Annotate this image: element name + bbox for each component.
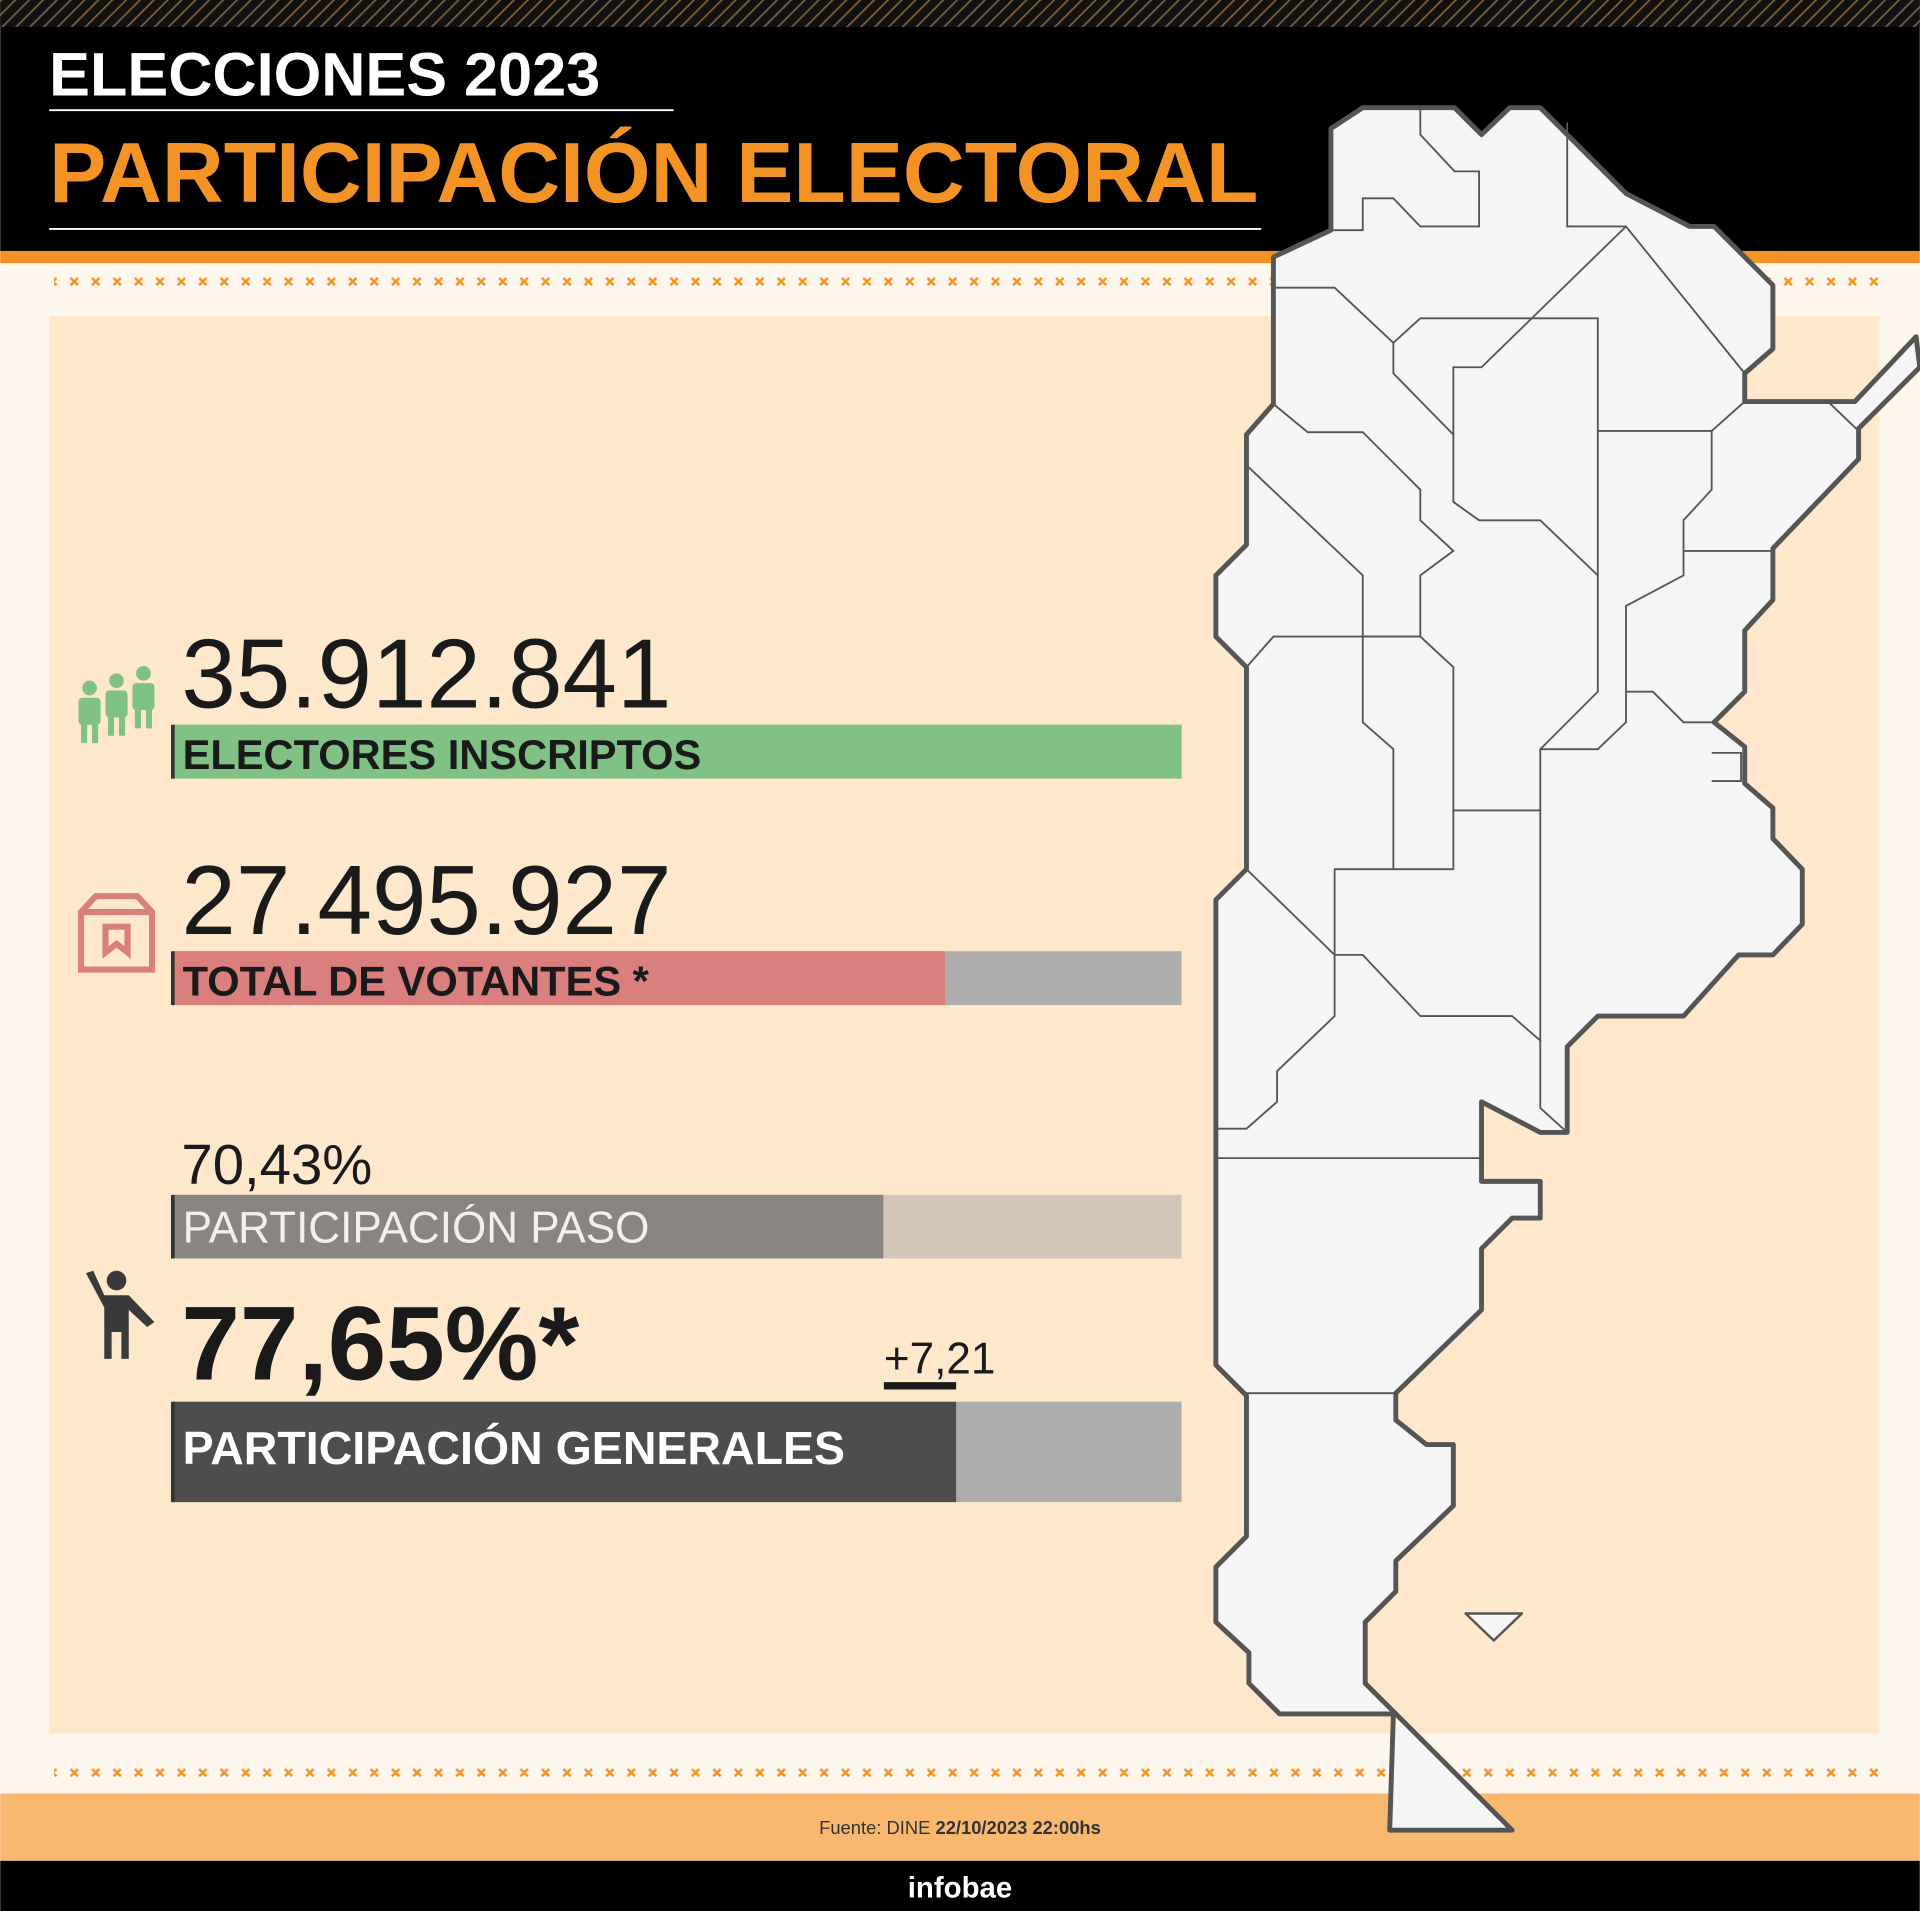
footer-band xyxy=(0,1793,1920,1861)
stat-title: ELECTORES INSCRIPTOS xyxy=(183,731,702,778)
stat-value: 77,65%* xyxy=(181,1286,579,1403)
ballot-box-icon xyxy=(77,893,156,973)
header-stripe xyxy=(0,0,1920,27)
change-underline xyxy=(883,1382,957,1390)
brand-band xyxy=(0,1860,1920,1911)
stat-value: 70,43% xyxy=(181,1133,372,1196)
stat-value: 35.912.841 xyxy=(181,619,671,729)
bar xyxy=(172,1401,957,1503)
stat-value: 27.495.927 xyxy=(181,845,671,955)
people-icon xyxy=(78,665,155,744)
title: PARTICIPACIÓN ELECTORAL xyxy=(49,125,1258,221)
stat-title: TOTAL DE VOTANTES * xyxy=(183,957,650,1004)
bar xyxy=(172,724,1182,779)
map xyxy=(1213,105,1920,1833)
stat-title: PARTICIPACIÓN GENERALES xyxy=(183,1422,845,1474)
bar xyxy=(172,1194,884,1259)
kicker: ELECCIONES 2023 xyxy=(49,40,600,108)
bar xyxy=(172,951,946,1006)
stat-title: PARTICIPACIÓN PASO xyxy=(183,1204,650,1253)
source-label: Fuente: DINE xyxy=(819,1817,930,1838)
brand: infobae xyxy=(908,1872,1012,1905)
change-label: +7,21 xyxy=(884,1335,996,1384)
cross-row xyxy=(54,1767,1879,1785)
source: Fuente: DINE 22/10/2023 22:00hs xyxy=(819,1817,1101,1838)
source-date: 22/10/2023 22:00hs xyxy=(935,1817,1100,1838)
voter-icon xyxy=(85,1270,155,1359)
